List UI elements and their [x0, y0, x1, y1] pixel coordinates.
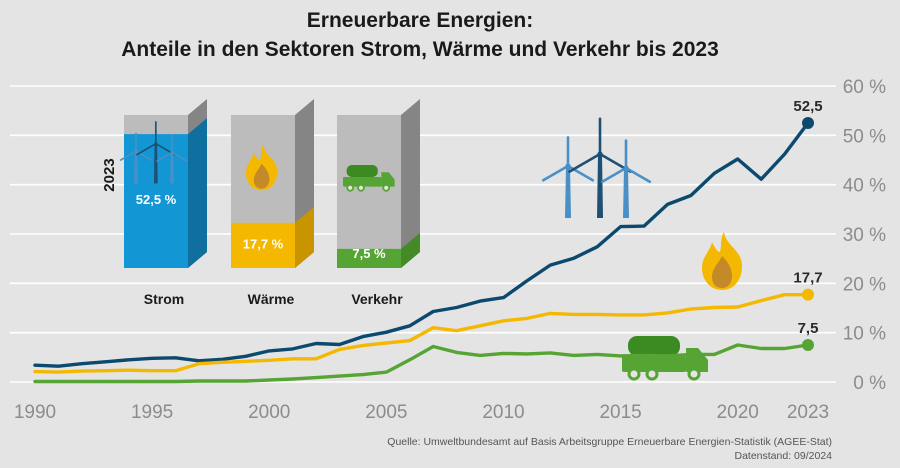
- turbine-blade: [566, 164, 595, 182]
- turbine-blade: [171, 151, 188, 162]
- y-tick-label: 60 %: [843, 77, 886, 98]
- series-line-strom: [33, 121, 810, 368]
- series-end-label: 7,5: [798, 320, 819, 337]
- bars-year-label: 2023: [101, 158, 118, 191]
- turbine-hub: [565, 163, 571, 169]
- series-end-point: [802, 288, 814, 301]
- x-tick-label: 2023: [787, 402, 829, 423]
- y-tick-label: 10 %: [843, 324, 886, 345]
- y-tick-label: 50 %: [843, 126, 886, 147]
- truck-wheel: [346, 183, 355, 192]
- turbine-hub: [134, 149, 138, 153]
- bar-category-label: Strom: [144, 291, 184, 307]
- series-end-label: 17,7: [793, 270, 822, 287]
- bar-value-label: 7,5 %: [352, 246, 386, 261]
- turbine-blade: [135, 150, 153, 161]
- x-tick-label: 1995: [131, 402, 173, 423]
- x-tick-label: 2015: [599, 402, 641, 423]
- turbine-hub: [170, 150, 174, 155]
- turbine-blade: [156, 151, 173, 162]
- turbine-blade: [600, 166, 628, 184]
- bar-value-label: 17,7 %: [243, 236, 284, 251]
- turbine: [541, 136, 595, 218]
- turbine-blade: [136, 142, 157, 156]
- series-end-point: [802, 339, 814, 351]
- bar-fill-side: [401, 232, 420, 268]
- series-line-verkehr: [33, 343, 810, 384]
- turbine-blade: [541, 164, 570, 182]
- series-end-label: 52,5: [793, 98, 822, 115]
- y-tick-label: 40 %: [843, 176, 886, 197]
- truck-tank: [346, 165, 378, 177]
- turbine-hub: [154, 142, 158, 146]
- turbine-tower: [170, 152, 174, 184]
- turbine-tower: [623, 168, 629, 218]
- y-tick-label: 20 %: [843, 274, 886, 295]
- truck-tank: [628, 336, 680, 356]
- turbine-hub: [597, 151, 603, 157]
- x-tick-label: 2005: [365, 402, 407, 423]
- turbine-blade: [624, 166, 652, 184]
- series-line-wärme: [33, 293, 810, 374]
- flame-inner: [253, 163, 270, 189]
- turbine: [568, 117, 632, 218]
- wind-turbines-icon: [541, 117, 652, 218]
- turbine: [600, 139, 652, 218]
- title-line-1: Erneuerbare Energien:: [306, 9, 534, 32]
- turbine-blade: [568, 152, 602, 173]
- wind-turbines-icon: [119, 121, 188, 184]
- truck-wheel: [627, 367, 641, 381]
- x-tick-label: 2010: [482, 402, 524, 423]
- y-tick-label: 0 %: [853, 373, 886, 394]
- bar-fill-verkehr: [337, 248, 401, 268]
- source-note: Quelle: Umweltbundesamt auf Basis Arbeit…: [387, 435, 832, 463]
- turbine-hub: [623, 165, 629, 171]
- truck-wheel: [687, 367, 701, 381]
- turbine: [156, 134, 188, 184]
- turbine-blade: [119, 150, 137, 161]
- source-line-1: Quelle: Umweltbundesamt auf Basis Arbeit…: [387, 436, 832, 448]
- y-tick-label: 30 %: [843, 225, 886, 246]
- bar-category-label: Wärme: [248, 291, 295, 307]
- turbine-tower: [153, 143, 158, 184]
- turbine: [119, 132, 153, 184]
- truck-icon: [343, 165, 395, 192]
- title-line-2: Anteile in den Sektoren Strom, Wärme und…: [121, 38, 719, 61]
- bar-fill-side: [295, 206, 314, 268]
- x-tick-label: 1990: [14, 402, 56, 423]
- bar-fill-side: [188, 118, 207, 268]
- bar-box-front: [337, 115, 401, 268]
- flame-inner: [712, 256, 732, 288]
- flame-icon: [702, 232, 742, 290]
- series-end-point: [802, 117, 814, 129]
- turbine-tower: [597, 154, 603, 218]
- source-line-2: Datenstand: 09/2024: [734, 450, 833, 462]
- bar-fill-wärme: [231, 222, 295, 268]
- truck-wheel: [357, 183, 365, 192]
- truck-wheel: [645, 367, 659, 381]
- bar-value-label: 52,5 %: [136, 192, 177, 207]
- x-tick-label: 2000: [248, 402, 290, 423]
- truck-cab: [381, 172, 395, 187]
- bar-box-side: [401, 99, 420, 268]
- truck-wheel: [382, 183, 391, 192]
- flame-icon: [246, 145, 278, 191]
- x-tick-label: 2020: [717, 402, 759, 423]
- turbine-tower: [134, 151, 138, 184]
- truck-chassis: [622, 356, 686, 372]
- chart-title: Erneuerbare Energien: Anteile in den Sek…: [0, 6, 840, 64]
- bar-category-label: Verkehr: [351, 291, 403, 307]
- turbine-tower: [565, 166, 571, 218]
- truck-chassis: [343, 177, 382, 187]
